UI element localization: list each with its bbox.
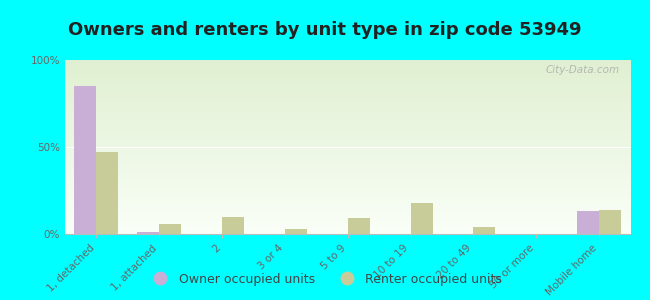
Bar <box>577 212 599 234</box>
Bar <box>599 210 621 234</box>
Bar <box>137 232 159 234</box>
Text: Owners and renters by unit type in zip code 53949: Owners and renters by unit type in zip c… <box>68 21 582 39</box>
Bar <box>348 218 370 234</box>
Bar <box>411 203 432 234</box>
Bar <box>473 227 495 234</box>
Bar <box>285 229 307 234</box>
Bar <box>159 224 181 234</box>
Bar <box>74 86 96 234</box>
Bar <box>222 217 244 234</box>
Bar <box>96 152 118 234</box>
Legend: Owner occupied units, Renter occupied units: Owner occupied units, Renter occupied un… <box>143 268 507 291</box>
Text: City-Data.com: City-Data.com <box>545 65 619 75</box>
